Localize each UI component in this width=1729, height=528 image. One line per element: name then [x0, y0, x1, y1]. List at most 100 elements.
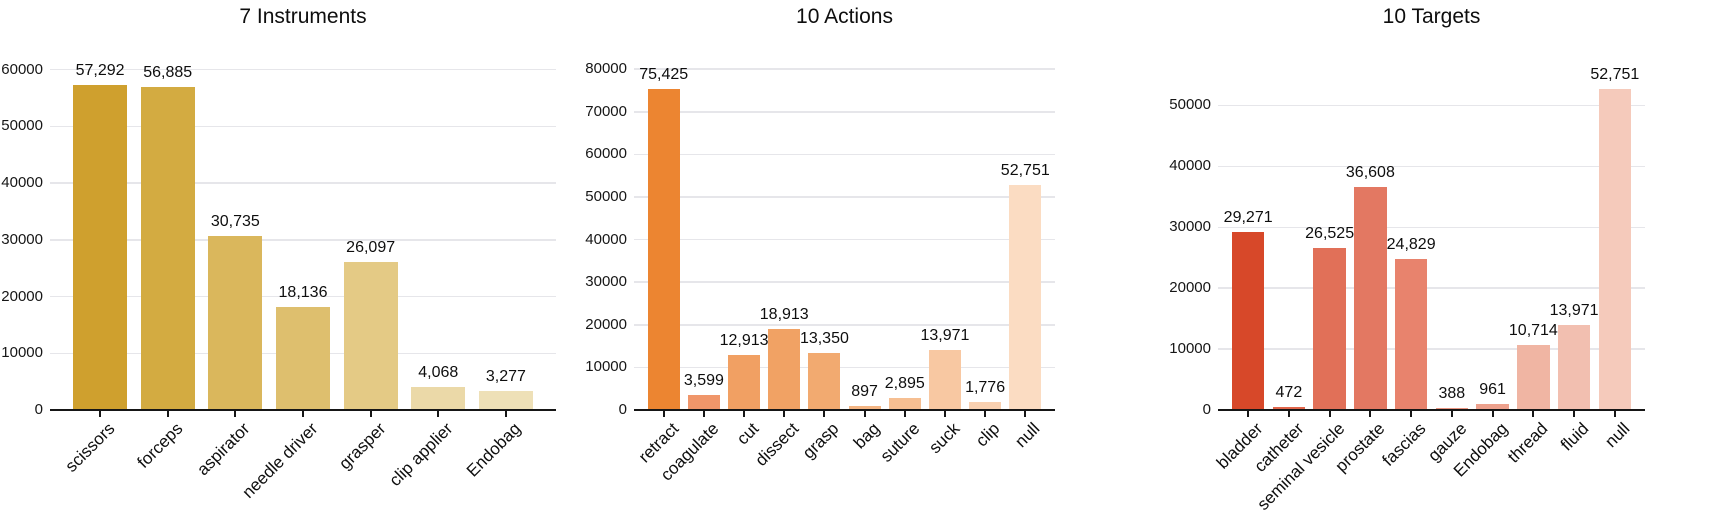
- chart-panel-instruments: 7 Instruments 0 10000 20000 30000 40000 50000…: [0, 0, 576, 528]
- x-tick-label: suture: [876, 419, 924, 466]
- x-tick-label: clip applier: [385, 419, 457, 490]
- x-tick-mark: [662, 411, 665, 417]
- bar: [275, 307, 331, 410]
- bar: [140, 87, 195, 410]
- bar: [1476, 404, 1509, 410]
- bar-value-label: 26,097: [346, 238, 396, 256]
- x-axis-line: [634, 409, 1055, 411]
- x-tick-mark: [1024, 411, 1027, 417]
- bar: [1009, 185, 1042, 410]
- bar-value-label: 1,776: [965, 379, 1006, 397]
- bar: [1557, 324, 1591, 410]
- x-tick-mark: [702, 411, 705, 417]
- gridline: [50, 125, 556, 128]
- chart-title: 7 Instruments: [239, 5, 367, 28]
- bar: [647, 88, 680, 410]
- bar-value-label: 52,751: [1590, 65, 1640, 83]
- bar-value-label: 29,271: [1223, 208, 1273, 226]
- gridline: [50, 295, 556, 298]
- x-tick-mark: [1247, 411, 1250, 417]
- gridline: [634, 281, 1055, 283]
- x-tick-mark: [1491, 411, 1494, 417]
- gridline: [1218, 104, 1645, 107]
- gridline: [634, 196, 1055, 198]
- bar: [888, 397, 921, 410]
- bar: [1517, 344, 1550, 410]
- y-tick-label: 70000: [585, 102, 627, 120]
- x-tick-label: grasp: [799, 419, 843, 463]
- gridline: [50, 239, 556, 241]
- gridline: [634, 68, 1055, 70]
- x-tick-mark: [783, 411, 786, 417]
- y-tick-label: 30000: [1, 230, 43, 248]
- bar-value-label: 13,971: [1549, 301, 1599, 319]
- bar: [343, 261, 398, 410]
- chart-title: 10 Targets: [1382, 5, 1481, 28]
- bar-value-label: 4,068: [418, 363, 459, 381]
- gridline: [634, 238, 1055, 241]
- y-tick-label: 10000: [585, 358, 627, 376]
- y-tick-label: 0: [618, 401, 627, 418]
- x-tick-label: aspirator: [193, 419, 254, 480]
- x-tick-label: dissect: [751, 419, 803, 470]
- bar-value-label: 26,525: [1305, 225, 1355, 243]
- bar-value-label: 13,971: [920, 327, 970, 345]
- bar-value-label: 18,913: [759, 306, 809, 324]
- x-tick-label: grasper: [334, 419, 390, 474]
- gridline: [1218, 165, 1645, 168]
- gridline: [1218, 287, 1645, 289]
- bar: [928, 350, 961, 410]
- bar: [1354, 187, 1387, 410]
- bar-value-label: 24,829: [1386, 235, 1436, 253]
- bar-value-label: 12,913: [719, 331, 769, 349]
- bar: [687, 394, 720, 410]
- bar-value-label: 57,292: [75, 62, 125, 80]
- gridline: [634, 324, 1055, 326]
- bar: [808, 353, 841, 410]
- x-tick-mark: [743, 411, 746, 417]
- gridline: [1218, 348, 1645, 350]
- bar: [208, 235, 263, 410]
- bar-value-label: 3,599: [683, 371, 724, 389]
- x-tick-mark: [984, 411, 987, 417]
- y-tick-label: 10000: [1, 344, 43, 362]
- bar-value-label: 56,885: [143, 64, 193, 82]
- bar-value-label: 10,714: [1508, 321, 1558, 339]
- x-tick-label: fluid: [1557, 419, 1593, 455]
- y-tick-label: 10000: [1169, 340, 1211, 358]
- y-tick-label: 40000: [1, 174, 43, 192]
- chart-panel-targets: 10 Targets 0 10000 20000 30000 40000 50000 29,…: [1152, 0, 1729, 528]
- bar-value-label: 18,136: [278, 284, 328, 302]
- gridline: [634, 153, 1055, 156]
- x-tick-label: fascias: [1378, 419, 1430, 470]
- gridline: [1218, 226, 1645, 229]
- x-tick-mark: [1287, 411, 1290, 417]
- bar: [411, 386, 466, 410]
- bar: [969, 402, 1002, 410]
- bar: [1394, 258, 1428, 410]
- gridline: [50, 68, 556, 71]
- x-tick-label: forceps: [133, 419, 187, 472]
- y-tick-label: 30000: [1169, 218, 1211, 236]
- x-tick-label: cut: [733, 419, 763, 449]
- bar: [73, 85, 128, 410]
- bar-value-label: 36,608: [1345, 164, 1395, 182]
- bar: [1272, 407, 1306, 410]
- y-tick-label: 40000: [585, 230, 627, 248]
- x-tick-mark: [1532, 411, 1535, 417]
- bar-value-label: 75,425: [639, 65, 689, 83]
- bar: [1435, 407, 1469, 410]
- x-tick-label: thread: [1504, 419, 1552, 467]
- y-tick-label: 40000: [1169, 157, 1211, 175]
- y-tick-label: 20000: [1169, 279, 1211, 297]
- x-tick-mark: [943, 411, 946, 417]
- bar-value-label: 13,350: [799, 330, 849, 348]
- bar: [768, 329, 801, 410]
- bar-value-label: 30,735: [210, 212, 260, 230]
- y-tick-label: 50000: [1169, 96, 1211, 114]
- x-tick-mark: [903, 411, 906, 417]
- y-tick-label: 0: [34, 401, 43, 418]
- bar-value-label: 388: [1438, 384, 1466, 402]
- y-tick-label: 20000: [585, 315, 627, 333]
